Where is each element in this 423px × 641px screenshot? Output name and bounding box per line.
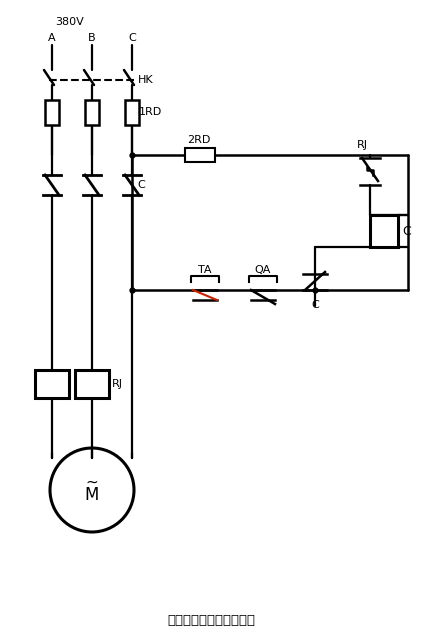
Text: M: M <box>85 486 99 504</box>
Text: RJ: RJ <box>357 140 368 150</box>
Text: C: C <box>128 33 136 43</box>
Bar <box>370 215 398 247</box>
Text: 2RD: 2RD <box>187 135 210 145</box>
Bar <box>75 370 109 398</box>
Bar <box>45 100 59 125</box>
Bar <box>35 370 69 398</box>
Text: HK: HK <box>138 75 154 85</box>
Bar <box>185 148 215 162</box>
Text: 380V: 380V <box>55 17 84 27</box>
Bar <box>125 100 139 125</box>
Text: RJ: RJ <box>112 379 123 389</box>
Text: C: C <box>402 224 411 238</box>
Text: A: A <box>48 33 56 43</box>
Text: 1RD: 1RD <box>139 107 162 117</box>
Text: C: C <box>311 300 319 310</box>
Text: C: C <box>137 180 145 190</box>
Text: B: B <box>88 33 96 43</box>
Text: TA: TA <box>198 265 212 275</box>
Text: 具有过载保护的正转控制: 具有过载保护的正转控制 <box>167 613 255 626</box>
Bar <box>85 100 99 125</box>
Text: ~: ~ <box>85 474 99 490</box>
Text: QA: QA <box>255 265 271 275</box>
